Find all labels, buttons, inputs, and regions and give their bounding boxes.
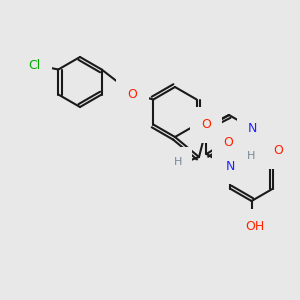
Text: H: H xyxy=(174,157,182,167)
Text: O: O xyxy=(201,118,211,131)
Text: O: O xyxy=(274,145,284,158)
Text: H: H xyxy=(247,151,255,161)
Text: N: N xyxy=(248,122,257,136)
Text: N: N xyxy=(225,160,235,172)
Text: OH: OH xyxy=(245,220,264,233)
Text: O: O xyxy=(224,136,233,148)
Text: Cl: Cl xyxy=(28,59,40,72)
Text: O: O xyxy=(128,88,138,101)
